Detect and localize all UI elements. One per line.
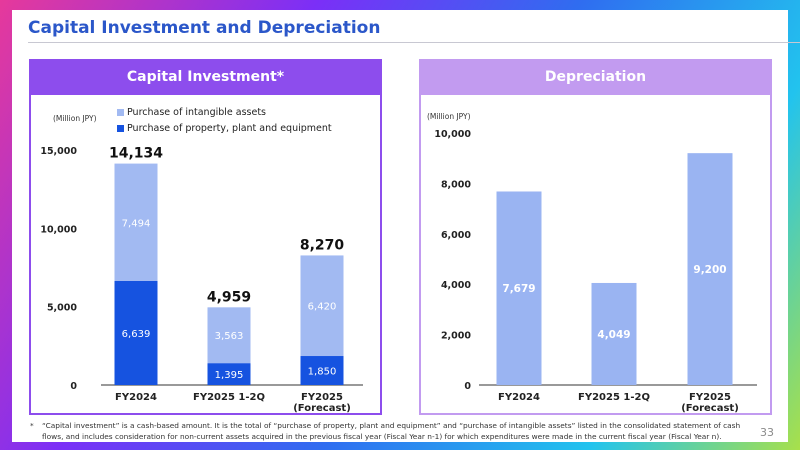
data-label-2-0: 1,850 [308, 367, 337, 378]
y-tick-label-2: 4,000 [441, 280, 471, 291]
footnote-text: “Capital investment” is a cash-based amo… [42, 421, 741, 441]
y-tick-label-2: 10,000 [40, 224, 77, 235]
x-tick-label-0: FY2024 [115, 392, 157, 403]
legend-label-1: Purchase of property, plant and equipmen… [127, 123, 332, 134]
data-label-2: 9,200 [693, 264, 726, 276]
x-tick-label-1: FY2025 1-2Q [578, 392, 650, 403]
bar-segment-2-0 [300, 356, 344, 385]
bar-segment-1-1 [207, 307, 251, 364]
legend-swatch-0 [117, 109, 124, 116]
depreciation-chart: (Million JPY) 0 2,000 4,000 6,000 8,000 10,000… [427, 112, 757, 413]
y-tick-label-3: 6,000 [441, 230, 471, 241]
depreciation-header: Depreciation [419, 59, 772, 95]
bar-segment-0-1 [114, 163, 158, 281]
page-number: 33 [760, 426, 774, 439]
y-tick-label-3: 15,000 [40, 146, 77, 157]
title-divider [28, 42, 800, 43]
data-label-0: 7,679 [502, 283, 535, 295]
y-tick-label-1: 5,000 [47, 303, 77, 314]
data-label-0-1: 7,494 [122, 218, 151, 229]
capital-investment-panel: (Million JPY) Purchase of intangible asse… [29, 95, 382, 415]
x-tick-label-0: FY2024 [498, 392, 540, 403]
y-tick-label-5: 10,000 [434, 129, 471, 140]
total-label-1: 4,959 [207, 289, 251, 305]
data-label-1-1: 3,563 [215, 331, 244, 342]
bar-segment-0-0 [114, 280, 158, 385]
total-label-0: 14,134 [109, 146, 163, 162]
bar-segment-2-1 [300, 255, 344, 357]
footnote-mark: * [30, 421, 34, 430]
slide: Capital Investment and Depreciation Capi… [12, 10, 800, 442]
bar-0 [496, 191, 542, 385]
legend-label-0: Purchase of intangible assets [127, 107, 266, 118]
data-label-2-1: 6,420 [308, 302, 337, 313]
capital-investment-chart: (Million JPY) Purchase of intangible asse… [40, 107, 363, 413]
y-tick-label-0: 0 [70, 381, 77, 392]
y-tick-label-4: 8,000 [441, 179, 471, 190]
unit-label: (Million JPY) [53, 114, 97, 123]
depreciation-panel: (Million JPY) 0 2,000 4,000 6,000 8,000 10,000… [419, 95, 772, 415]
footnote: * “Capital investment” is a cash-based a… [30, 420, 762, 442]
data-label-0-0: 6,639 [122, 329, 151, 340]
x-tick-label-1: FY2025 1-2Q [193, 392, 265, 403]
legend-swatch-1 [117, 125, 124, 132]
x-tick-label-2: FY2025 (Forecast) [681, 392, 739, 413]
capital-investment-header: Capital Investment* [29, 59, 382, 95]
bar-segment-1-0 [207, 363, 251, 385]
bar-1 [591, 282, 637, 385]
y-tick-label-1: 2,000 [441, 331, 471, 342]
total-label-2: 8,270 [300, 237, 345, 253]
unit-label: (Million JPY) [427, 112, 471, 121]
x-tick-label-2: FY2025 (Forecast) [293, 392, 351, 413]
bar-2 [687, 153, 733, 385]
page-title: Capital Investment and Depreciation [28, 18, 381, 38]
y-tick-label-0: 0 [464, 381, 471, 392]
data-label-1-0: 1,395 [215, 370, 244, 381]
data-label-1: 4,049 [597, 329, 630, 341]
